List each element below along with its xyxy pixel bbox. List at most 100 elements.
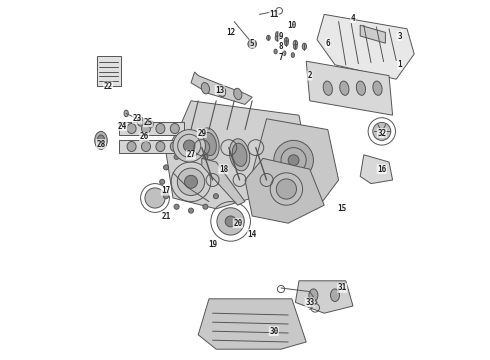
Ellipse shape — [291, 53, 294, 57]
Ellipse shape — [260, 149, 280, 182]
Ellipse shape — [275, 35, 280, 41]
Circle shape — [145, 188, 165, 208]
Ellipse shape — [263, 154, 277, 177]
Text: 7: 7 — [279, 53, 283, 62]
Text: 1: 1 — [397, 60, 402, 69]
Ellipse shape — [302, 43, 307, 50]
Circle shape — [203, 154, 208, 159]
Bar — [119, 122, 184, 135]
Circle shape — [248, 40, 257, 48]
Circle shape — [185, 175, 197, 188]
Circle shape — [225, 216, 236, 227]
Ellipse shape — [98, 135, 104, 146]
Circle shape — [214, 165, 219, 170]
Circle shape — [177, 168, 205, 195]
Ellipse shape — [275, 32, 279, 37]
Ellipse shape — [148, 121, 153, 128]
Circle shape — [174, 154, 179, 159]
Circle shape — [174, 204, 179, 209]
Circle shape — [214, 194, 219, 199]
Text: 13: 13 — [215, 86, 224, 95]
Text: 17: 17 — [161, 186, 171, 195]
Text: 21: 21 — [161, 212, 171, 220]
Ellipse shape — [356, 81, 366, 95]
Ellipse shape — [127, 141, 136, 152]
Circle shape — [189, 208, 194, 213]
Ellipse shape — [127, 123, 136, 134]
Ellipse shape — [142, 141, 150, 152]
Ellipse shape — [95, 131, 107, 149]
Circle shape — [288, 155, 299, 166]
Text: 8: 8 — [279, 42, 283, 51]
Circle shape — [276, 179, 296, 199]
Circle shape — [164, 165, 169, 170]
Polygon shape — [198, 299, 306, 349]
Text: 33: 33 — [305, 298, 315, 307]
Text: 26: 26 — [140, 132, 149, 141]
Bar — [119, 140, 184, 153]
Text: 5: 5 — [250, 39, 254, 48]
Polygon shape — [166, 101, 310, 209]
Polygon shape — [245, 158, 324, 223]
Text: 31: 31 — [338, 284, 347, 292]
Ellipse shape — [142, 123, 150, 134]
Ellipse shape — [171, 123, 179, 134]
Circle shape — [173, 130, 205, 162]
Ellipse shape — [218, 85, 226, 97]
Circle shape — [183, 140, 195, 152]
Circle shape — [164, 194, 169, 199]
Ellipse shape — [234, 88, 242, 100]
Polygon shape — [317, 14, 414, 79]
Ellipse shape — [199, 128, 219, 160]
Text: 16: 16 — [377, 165, 387, 174]
Ellipse shape — [232, 143, 247, 166]
Polygon shape — [360, 155, 392, 184]
Polygon shape — [191, 72, 252, 104]
Text: 3: 3 — [397, 32, 402, 41]
Text: 2: 2 — [308, 71, 312, 80]
Circle shape — [217, 179, 222, 184]
Ellipse shape — [309, 289, 318, 302]
Text: 28: 28 — [97, 140, 106, 149]
Ellipse shape — [201, 132, 217, 156]
Text: 10: 10 — [287, 21, 296, 30]
Ellipse shape — [340, 81, 349, 95]
Ellipse shape — [284, 37, 289, 44]
Polygon shape — [202, 158, 245, 205]
Circle shape — [160, 179, 165, 184]
Ellipse shape — [330, 289, 340, 302]
Text: 22: 22 — [103, 82, 113, 91]
Text: 23: 23 — [132, 114, 142, 123]
Text: 15: 15 — [338, 204, 347, 213]
Text: 32: 32 — [377, 129, 387, 138]
Ellipse shape — [293, 40, 297, 47]
Circle shape — [217, 208, 245, 235]
Text: 20: 20 — [233, 219, 243, 228]
Ellipse shape — [373, 81, 382, 95]
Ellipse shape — [201, 82, 210, 94]
Text: 14: 14 — [247, 230, 257, 239]
Text: 19: 19 — [208, 240, 217, 249]
Ellipse shape — [285, 41, 288, 46]
Text: 27: 27 — [186, 150, 196, 159]
Ellipse shape — [294, 44, 297, 49]
Polygon shape — [252, 119, 339, 209]
Text: 12: 12 — [226, 28, 235, 37]
Ellipse shape — [274, 49, 277, 54]
Text: 6: 6 — [325, 39, 330, 48]
Ellipse shape — [137, 117, 144, 126]
Text: 25: 25 — [143, 118, 152, 127]
Polygon shape — [295, 281, 353, 313]
Text: 24: 24 — [118, 122, 127, 131]
Polygon shape — [360, 25, 386, 43]
Circle shape — [274, 140, 314, 180]
Circle shape — [373, 122, 391, 140]
Ellipse shape — [229, 139, 250, 171]
Text: 4: 4 — [351, 14, 355, 23]
Ellipse shape — [283, 51, 286, 55]
Ellipse shape — [323, 81, 332, 95]
Ellipse shape — [171, 141, 179, 152]
Text: 9: 9 — [279, 32, 283, 41]
Polygon shape — [306, 61, 392, 115]
Circle shape — [189, 150, 194, 156]
